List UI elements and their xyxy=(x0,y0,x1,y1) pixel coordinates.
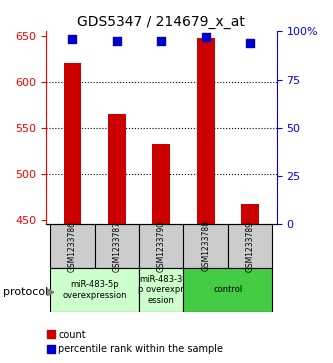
Point xyxy=(70,36,75,42)
FancyBboxPatch shape xyxy=(50,224,95,268)
FancyBboxPatch shape xyxy=(50,268,139,312)
Text: miR-483-3
p overexpr
ession: miR-483-3 p overexpr ession xyxy=(139,275,184,305)
FancyBboxPatch shape xyxy=(183,224,228,268)
Point xyxy=(159,38,164,44)
FancyBboxPatch shape xyxy=(95,224,139,268)
FancyBboxPatch shape xyxy=(228,224,272,268)
FancyBboxPatch shape xyxy=(139,268,183,312)
Bar xyxy=(108,114,126,224)
Text: GSM1233788: GSM1233788 xyxy=(201,221,210,272)
Text: control: control xyxy=(213,285,242,294)
Title: GDS5347 / 214679_x_at: GDS5347 / 214679_x_at xyxy=(77,15,245,29)
Point xyxy=(247,40,253,46)
Text: protocol: protocol xyxy=(3,287,49,297)
Text: GSM1233789: GSM1233789 xyxy=(245,220,254,272)
FancyBboxPatch shape xyxy=(139,224,183,268)
Text: miR-483-5p
overexpression: miR-483-5p overexpression xyxy=(62,280,127,299)
Bar xyxy=(241,204,259,224)
Bar xyxy=(64,62,81,224)
Legend: count, percentile rank within the sample: count, percentile rank within the sample xyxy=(45,327,225,356)
Point xyxy=(114,38,120,44)
Text: GSM1233787: GSM1233787 xyxy=(112,220,121,272)
FancyBboxPatch shape xyxy=(183,268,272,312)
Point xyxy=(203,34,208,40)
Text: GSM1233790: GSM1233790 xyxy=(157,220,166,272)
Bar xyxy=(197,38,214,224)
Bar xyxy=(153,144,170,224)
Text: GSM1233786: GSM1233786 xyxy=(68,220,77,272)
